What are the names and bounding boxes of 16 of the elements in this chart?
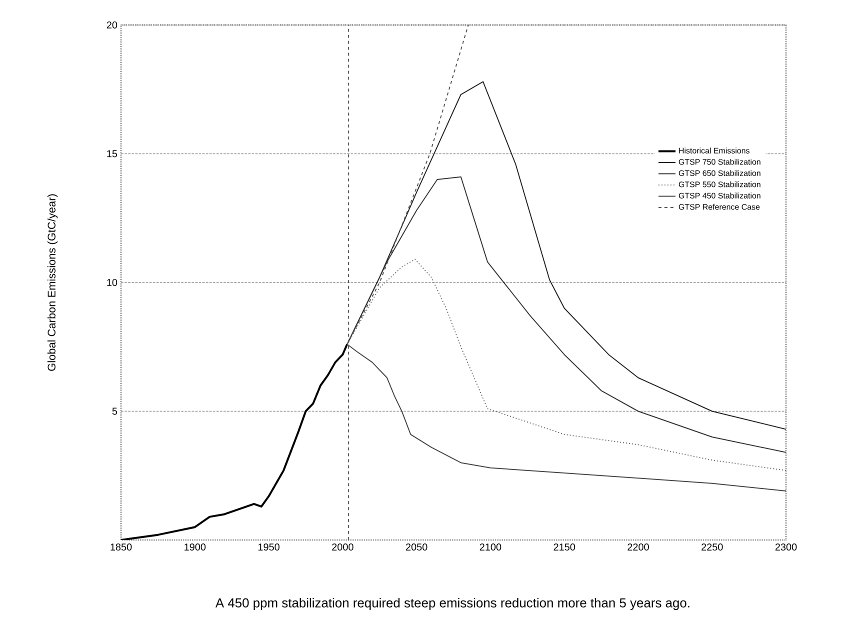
y-axis-title: Global Carbon Emissions (GtC/year)	[47, 194, 58, 371]
x-tick-label: 1950	[258, 544, 280, 551]
x-tick-label: 2100	[480, 544, 502, 551]
x-tick-label: 1850	[110, 544, 132, 551]
x-tick-label: 2150	[554, 544, 576, 551]
y-tick-label: 10	[107, 278, 118, 286]
x-tick-label: 2250	[702, 544, 723, 551]
x-tick-label: 2050	[406, 544, 428, 551]
x-tick-label: 2200	[628, 544, 649, 551]
x-tick-label: 2300	[775, 544, 797, 551]
y-tick-label: 20	[106, 21, 118, 29]
text: A 450 ppm stabilization required steep emissions reduction more than 5 years ago.	[215, 598, 690, 610]
y-tick-label: 15	[107, 150, 118, 158]
x-tick-label: 1900	[184, 544, 206, 551]
x-tick-label: 2000	[332, 544, 354, 551]
y-tick-label: 5	[112, 408, 118, 415]
